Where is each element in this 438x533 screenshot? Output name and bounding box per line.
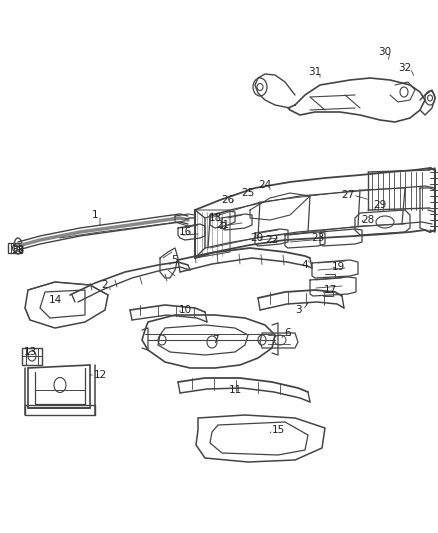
Text: 24: 24	[258, 180, 272, 190]
Text: 23: 23	[311, 233, 325, 243]
Text: 13: 13	[23, 347, 37, 357]
Text: 2: 2	[102, 280, 108, 290]
Text: 29: 29	[373, 200, 387, 210]
Text: 19: 19	[332, 262, 345, 272]
Text: 7: 7	[212, 335, 218, 345]
Text: 14: 14	[48, 295, 62, 305]
Text: 6: 6	[285, 328, 291, 338]
Text: 26: 26	[221, 195, 235, 205]
Text: 22: 22	[265, 235, 279, 245]
Text: 27: 27	[341, 190, 355, 200]
Text: 32: 32	[399, 63, 412, 73]
Text: 25: 25	[241, 188, 254, 198]
Text: 16: 16	[178, 227, 192, 237]
Text: 11: 11	[228, 385, 242, 395]
Text: 10: 10	[178, 305, 191, 315]
Text: 28: 28	[361, 215, 374, 225]
Text: 5: 5	[172, 255, 178, 265]
Text: 21: 21	[216, 220, 230, 230]
Text: 31: 31	[308, 67, 321, 77]
Text: 17: 17	[323, 285, 337, 295]
Text: 20: 20	[251, 233, 264, 243]
Text: 30: 30	[378, 47, 392, 57]
Text: 3: 3	[295, 305, 301, 315]
Text: 18: 18	[208, 213, 222, 223]
Text: 1: 1	[92, 210, 98, 220]
Text: 15: 15	[272, 425, 285, 435]
Text: 4: 4	[302, 260, 308, 270]
Text: 38: 38	[11, 245, 25, 255]
Text: 12: 12	[93, 370, 106, 380]
